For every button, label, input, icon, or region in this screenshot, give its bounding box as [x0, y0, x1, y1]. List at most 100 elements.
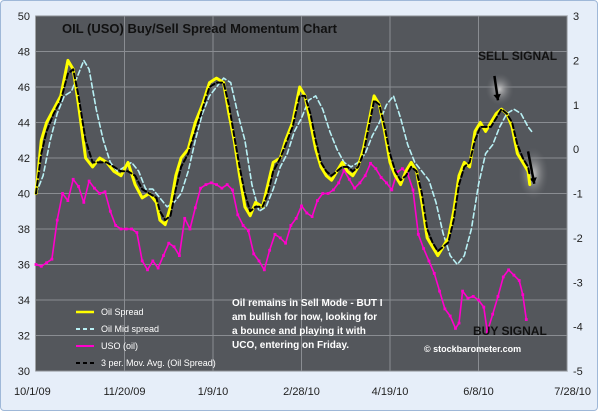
- right-y-tick-label: -5: [573, 366, 583, 378]
- data-point: [87, 179, 91, 183]
- annotation-note: Oil remains in Sell Mode - BUT I am bull…: [232, 298, 383, 351]
- data-point: [151, 259, 155, 263]
- data-point: [289, 224, 293, 227]
- data-point: [321, 192, 325, 195]
- right-y-tick-label: 0: [573, 144, 579, 156]
- data-point: [310, 215, 314, 218]
- data-point: [438, 289, 441, 293]
- data-point: [124, 227, 128, 231]
- x-tick-label: 2/28/10: [283, 386, 320, 398]
- data-point: [443, 307, 447, 311]
- data-point: [477, 298, 480, 302]
- data-point: [305, 211, 309, 215]
- data-point: [273, 232, 277, 236]
- data-point: [524, 318, 528, 321]
- data-point: [77, 185, 80, 188]
- series-markers-uso-oil: [34, 161, 528, 334]
- data-point: [521, 293, 525, 297]
- data-point: [337, 181, 341, 185]
- left-y-tick-label: 36: [18, 260, 30, 272]
- data-point: [82, 200, 86, 204]
- data-point: [188, 227, 192, 231]
- data-point: [316, 199, 319, 202]
- data-point: [231, 188, 234, 192]
- data-point: [45, 261, 49, 265]
- data-point: [66, 199, 70, 202]
- x-tick-label: 4/19/10: [372, 386, 409, 398]
- data-point: [379, 176, 383, 179]
- data-point: [363, 174, 367, 178]
- data-point: [448, 314, 452, 318]
- x-tick-label: 6/8/10: [463, 386, 494, 398]
- data-point: [204, 183, 208, 187]
- left-y-tick-label: 46: [18, 82, 30, 94]
- data-point: [491, 312, 495, 316]
- data-point: [457, 321, 461, 325]
- note-line-4: UCO, entering on Friday.: [232, 340, 349, 351]
- x-tick-label: 11/20/09: [103, 386, 145, 398]
- data-point: [300, 204, 303, 208]
- data-point: [135, 231, 139, 234]
- data-point: [471, 295, 475, 298]
- data-point: [278, 236, 282, 240]
- data-point: [507, 268, 510, 272]
- data-point: [130, 227, 133, 231]
- gridlines: [36, 15, 568, 372]
- series-layer: [34, 58, 533, 334]
- data-point: [512, 273, 516, 277]
- data-point: [411, 188, 415, 192]
- data-point: [162, 254, 165, 258]
- series-line-oil-mid-spread: [35, 59, 533, 266]
- left-y-tick-label: 34: [18, 295, 30, 307]
- data-point: [93, 186, 96, 190]
- legend: Oil Spread Oil Mid spread USO (oil) 3 pe…: [76, 307, 216, 368]
- data-point: [284, 241, 287, 245]
- data-point: [517, 279, 521, 282]
- data-point: [422, 247, 426, 250]
- data-point: [342, 169, 346, 172]
- sell-signal-label: SELL SIGNAL: [478, 49, 557, 63]
- data-point: [172, 245, 176, 249]
- data-point: [71, 177, 75, 181]
- data-point: [496, 295, 500, 298]
- left-y-tick-label: 30: [18, 366, 30, 378]
- signal-markers: [485, 73, 549, 200]
- data-point: [114, 224, 118, 227]
- data-point: [50, 257, 54, 261]
- data-point: [485, 330, 489, 334]
- data-point: [209, 181, 213, 185]
- right-y-tick-label: 1: [573, 100, 579, 112]
- data-point: [55, 218, 59, 222]
- watermark: © stockbarometer.com: [424, 344, 521, 354]
- data-point: [247, 229, 250, 233]
- data-point: [454, 327, 457, 330]
- data-point: [34, 263, 38, 266]
- data-point: [400, 167, 404, 171]
- data-point: [252, 252, 256, 256]
- buy-signal-arrow: [526, 151, 537, 184]
- left-y-tick-label: 44: [18, 118, 30, 130]
- data-point: [466, 296, 470, 300]
- right-y-tick-label: -3: [573, 277, 583, 289]
- left-y-tick-label: 48: [18, 47, 30, 59]
- data-point: [432, 271, 436, 275]
- data-point: [390, 188, 394, 192]
- data-point: [241, 224, 245, 227]
- note-line-2: am bullish for now, looking for: [232, 312, 377, 323]
- x-tick-label: 10/1/09: [14, 386, 51, 398]
- left-y-tick-label: 38: [18, 224, 30, 236]
- data-point: [427, 259, 431, 263]
- data-point: [268, 248, 272, 252]
- note-line-3: a bounce and playing it with: [232, 326, 366, 337]
- chart-title: OIL (USO) Buy/Sell Spread Momentum Chart: [62, 21, 338, 36]
- data-point: [374, 167, 378, 171]
- data-point: [146, 268, 149, 272]
- data-point: [225, 183, 229, 187]
- left-y-tick-label: 50: [18, 11, 30, 23]
- right-y-tick-label: -1: [573, 189, 583, 201]
- data-point: [416, 232, 420, 236]
- right-y-tick-label: -2: [573, 233, 583, 245]
- data-point: [199, 186, 203, 190]
- data-point: [167, 241, 171, 245]
